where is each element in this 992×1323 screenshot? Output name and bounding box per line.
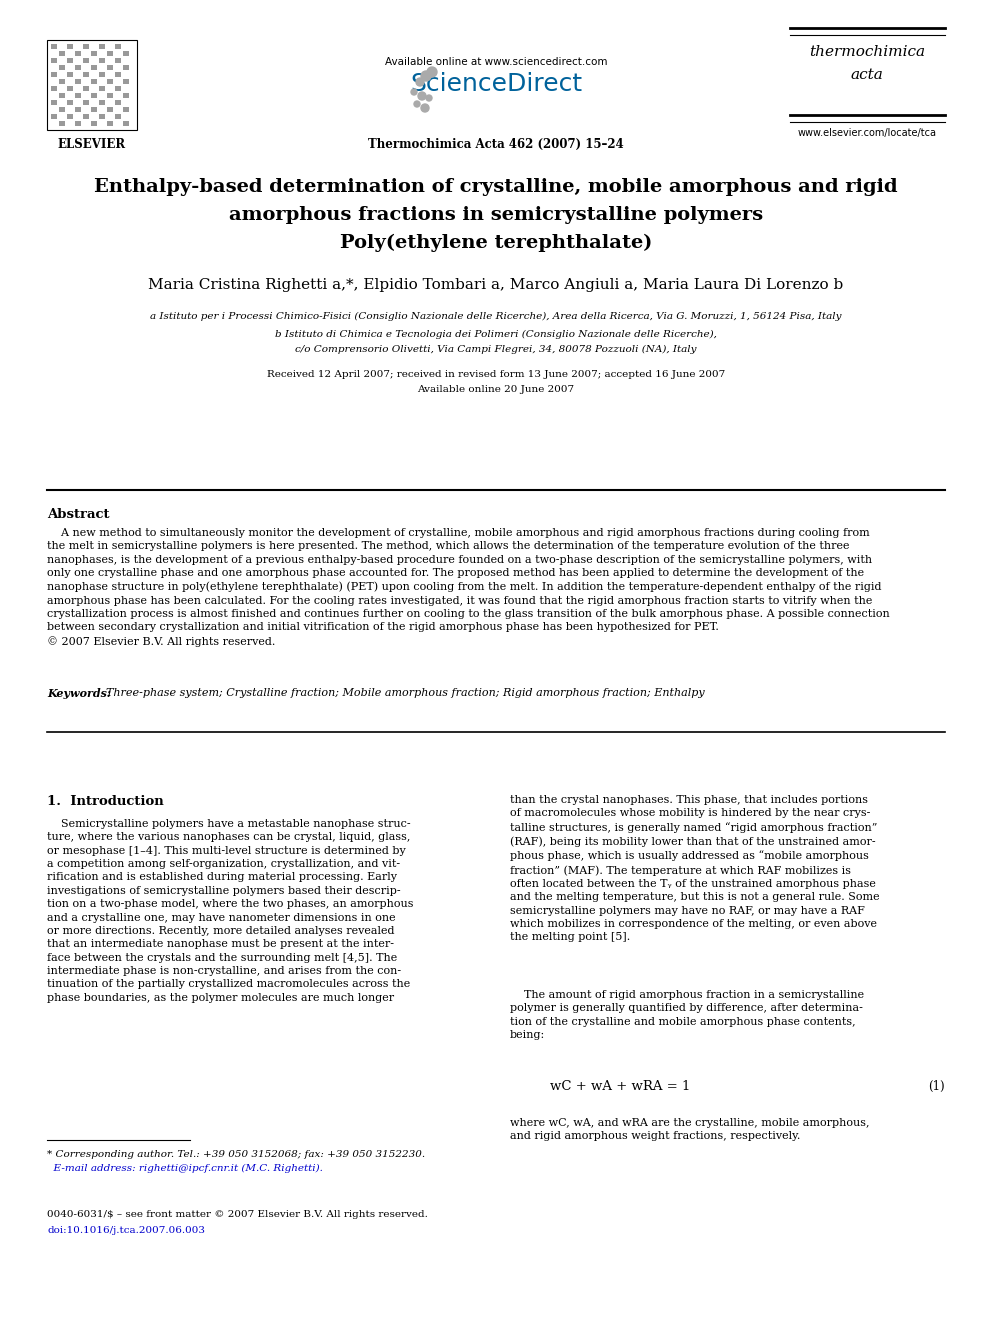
Bar — [99, 86, 105, 91]
Bar — [107, 79, 113, 83]
Bar — [107, 93, 113, 98]
Text: 0040-6031/$ – see front matter © 2007 Elsevier B.V. All rights reserved.: 0040-6031/$ – see front matter © 2007 El… — [47, 1211, 428, 1218]
Bar — [59, 65, 65, 70]
Text: doi:10.1016/j.tca.2007.06.003: doi:10.1016/j.tca.2007.06.003 — [47, 1226, 205, 1234]
Bar — [67, 101, 73, 105]
Bar — [75, 52, 81, 56]
Bar — [75, 79, 81, 83]
Bar — [123, 107, 129, 112]
Text: Available online at www.sciencedirect.com: Available online at www.sciencedirect.co… — [385, 57, 607, 67]
Circle shape — [414, 101, 420, 107]
Text: www.elsevier.com/locate/tca: www.elsevier.com/locate/tca — [798, 128, 936, 138]
Text: than the crystal nanophases. This phase, that includes portions
of macromolecule: than the crystal nanophases. This phase,… — [510, 795, 880, 942]
Bar — [107, 65, 113, 70]
Bar — [123, 65, 129, 70]
Text: thermochimica
acta: thermochimica acta — [808, 45, 926, 82]
Bar — [75, 65, 81, 70]
Text: c/o Comprensorio Olivetti, Via Campi Flegrei, 34, 80078 Pozzuoli (NA), Italy: c/o Comprensorio Olivetti, Via Campi Fle… — [296, 345, 696, 355]
Circle shape — [426, 95, 432, 101]
Bar — [99, 114, 105, 119]
Text: The amount of rigid amorphous fraction in a semicrystalline
polymer is generally: The amount of rigid amorphous fraction i… — [510, 990, 864, 1040]
Bar — [107, 52, 113, 56]
Bar — [67, 58, 73, 64]
Bar — [123, 120, 129, 126]
Text: Maria Cristina Righetti a,*, Elpidio Tombari a, Marco Angiuli a, Maria Laura Di : Maria Cristina Righetti a,*, Elpidio Tom… — [149, 278, 843, 292]
Text: Semicrystalline polymers have a metastable nanophase struc-
ture, where the vari: Semicrystalline polymers have a metastab… — [47, 819, 414, 1003]
Text: Keywords:: Keywords: — [47, 688, 111, 699]
Text: Available online 20 June 2007: Available online 20 June 2007 — [418, 385, 574, 394]
Text: Abstract: Abstract — [47, 508, 109, 521]
Circle shape — [427, 67, 437, 77]
Bar — [83, 44, 89, 49]
Bar — [115, 101, 121, 105]
Bar — [67, 114, 73, 119]
Text: Enthalpy-based determination of crystalline, mobile amorphous and rigid: Enthalpy-based determination of crystall… — [94, 179, 898, 196]
Bar — [83, 58, 89, 64]
Bar — [115, 86, 121, 91]
Bar — [47, 40, 137, 130]
Bar — [91, 79, 97, 83]
Text: ELSEVIER: ELSEVIER — [58, 138, 126, 151]
Bar — [51, 114, 57, 119]
Text: Three-phase system; Crystalline fraction; Mobile amorphous fraction; Rigid amorp: Three-phase system; Crystalline fraction… — [99, 688, 704, 699]
Circle shape — [421, 105, 429, 112]
Bar — [59, 93, 65, 98]
Bar — [51, 44, 57, 49]
Bar — [59, 107, 65, 112]
Text: amorphous fractions in semicrystalline polymers: amorphous fractions in semicrystalline p… — [229, 206, 763, 224]
Text: a Istituto per i Processi Chimico-Fisici (Consiglio Nazionale delle Ricerche), A: a Istituto per i Processi Chimico-Fisici… — [150, 312, 842, 321]
Bar — [51, 86, 57, 91]
Text: Received 12 April 2007; received in revised form 13 June 2007; accepted 16 June : Received 12 April 2007; received in revi… — [267, 370, 725, 378]
Text: b Istituto di Chimica e Tecnologia dei Polimeri (Consiglio Nazionale delle Ricer: b Istituto di Chimica e Tecnologia dei P… — [275, 329, 717, 339]
Bar — [115, 44, 121, 49]
Text: E-mail address: righetti@ipcf.cnr.it (M.C. Righetti).: E-mail address: righetti@ipcf.cnr.it (M.… — [47, 1164, 322, 1174]
Circle shape — [411, 89, 417, 95]
Text: wC + wA + wRA = 1: wC + wA + wRA = 1 — [550, 1080, 690, 1093]
Text: * Corresponding author. Tel.: +39 050 3152068; fax: +39 050 3152230.: * Corresponding author. Tel.: +39 050 31… — [47, 1150, 426, 1159]
Bar — [91, 52, 97, 56]
Bar — [51, 101, 57, 105]
Bar — [59, 79, 65, 83]
Bar — [91, 107, 97, 112]
Text: ScienceDirect: ScienceDirect — [410, 71, 582, 97]
Bar — [99, 101, 105, 105]
Text: A new method to simultaneously monitor the development of crystalline, mobile am: A new method to simultaneously monitor t… — [47, 528, 890, 647]
Bar — [83, 114, 89, 119]
Bar — [83, 71, 89, 77]
Bar — [115, 58, 121, 64]
Bar — [91, 120, 97, 126]
Text: Poly(ethylene terephthalate): Poly(ethylene terephthalate) — [340, 234, 652, 253]
Bar — [91, 65, 97, 70]
Circle shape — [416, 78, 424, 86]
Bar — [67, 44, 73, 49]
Bar — [123, 93, 129, 98]
Bar — [99, 58, 105, 64]
Bar — [91, 93, 97, 98]
Bar — [75, 93, 81, 98]
Bar — [59, 120, 65, 126]
Bar — [99, 44, 105, 49]
Text: (1): (1) — [929, 1080, 945, 1093]
Bar — [75, 107, 81, 112]
Bar — [123, 79, 129, 83]
Circle shape — [418, 93, 426, 101]
Bar — [123, 52, 129, 56]
Bar — [115, 114, 121, 119]
Bar — [67, 71, 73, 77]
Bar — [67, 86, 73, 91]
Bar — [51, 71, 57, 77]
Bar — [83, 86, 89, 91]
Circle shape — [421, 71, 431, 81]
Text: where wC, wA, and wRA are the crystalline, mobile amorphous,
and rigid amorphous: where wC, wA, and wRA are the crystallin… — [510, 1118, 870, 1142]
Bar — [51, 58, 57, 64]
Text: Thermochimica Acta 462 (2007) 15–24: Thermochimica Acta 462 (2007) 15–24 — [368, 138, 624, 151]
Bar — [75, 120, 81, 126]
Bar — [59, 52, 65, 56]
Text: 1.  Introduction: 1. Introduction — [47, 795, 164, 808]
Bar — [83, 101, 89, 105]
Bar — [99, 71, 105, 77]
Bar — [115, 71, 121, 77]
Bar — [107, 120, 113, 126]
Bar — [107, 107, 113, 112]
